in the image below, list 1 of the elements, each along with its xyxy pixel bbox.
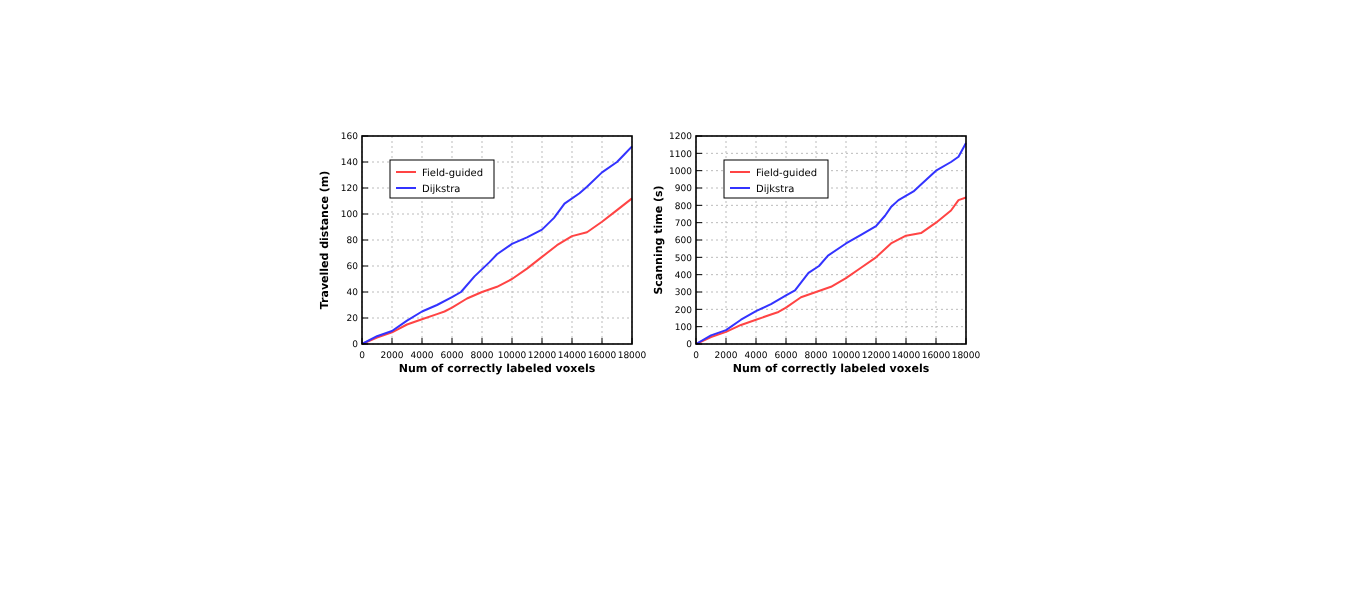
line-series: [695, 141, 967, 345]
